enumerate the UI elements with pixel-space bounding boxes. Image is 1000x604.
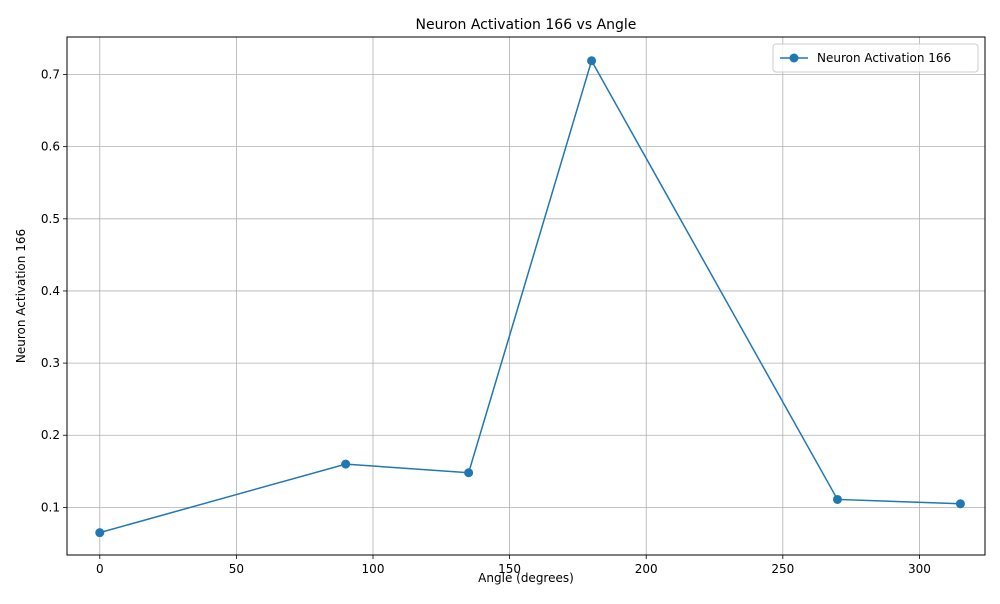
legend-marker-swatch bbox=[789, 53, 799, 63]
data-point bbox=[95, 528, 105, 538]
x-tick-label: 250 bbox=[771, 562, 794, 576]
x-tick-label: 0 bbox=[96, 562, 104, 576]
data-point bbox=[587, 56, 597, 66]
chart-title: Neuron Activation 166 vs Angle bbox=[416, 17, 637, 33]
legend-box bbox=[772, 43, 979, 73]
y-tick-label: 0.1 bbox=[41, 500, 60, 514]
y-axis-label: Neuron Activation 166 bbox=[14, 229, 28, 363]
x-tick-label: 100 bbox=[362, 562, 385, 576]
y-tick-label: 0.7 bbox=[41, 68, 60, 82]
data-point bbox=[464, 468, 474, 478]
x-ticks: 0 50 100 150 200 250 300 bbox=[96, 555, 931, 576]
y-tick-label: 0.6 bbox=[41, 140, 60, 154]
x-axis-label: Angle (degrees) bbox=[478, 571, 574, 585]
y-tick-label: 0.3 bbox=[41, 356, 60, 370]
x-tick-label: 150 bbox=[498, 562, 521, 576]
plot-frame bbox=[66, 36, 986, 556]
y-tick-label: 0.4 bbox=[41, 284, 60, 298]
legend-entry-label: Neuron Activation 166 bbox=[817, 51, 951, 65]
x-tick-label: 300 bbox=[908, 562, 931, 576]
grid bbox=[67, 37, 985, 555]
y-tick-label: 0.2 bbox=[41, 428, 60, 442]
legend: Neuron Activation 166 bbox=[772, 43, 979, 73]
y-tick-label: 0.5 bbox=[41, 212, 60, 226]
data-point bbox=[341, 459, 351, 469]
y-ticks: 0.1 0.2 0.3 0.4 0.5 0.6 0.7 bbox=[41, 68, 67, 514]
data-point bbox=[955, 499, 965, 509]
x-tick-label: 200 bbox=[635, 562, 658, 576]
series-layer bbox=[95, 56, 965, 538]
series-line bbox=[99, 58, 961, 534]
data-point bbox=[832, 494, 842, 504]
x-tick-label: 50 bbox=[229, 562, 244, 576]
